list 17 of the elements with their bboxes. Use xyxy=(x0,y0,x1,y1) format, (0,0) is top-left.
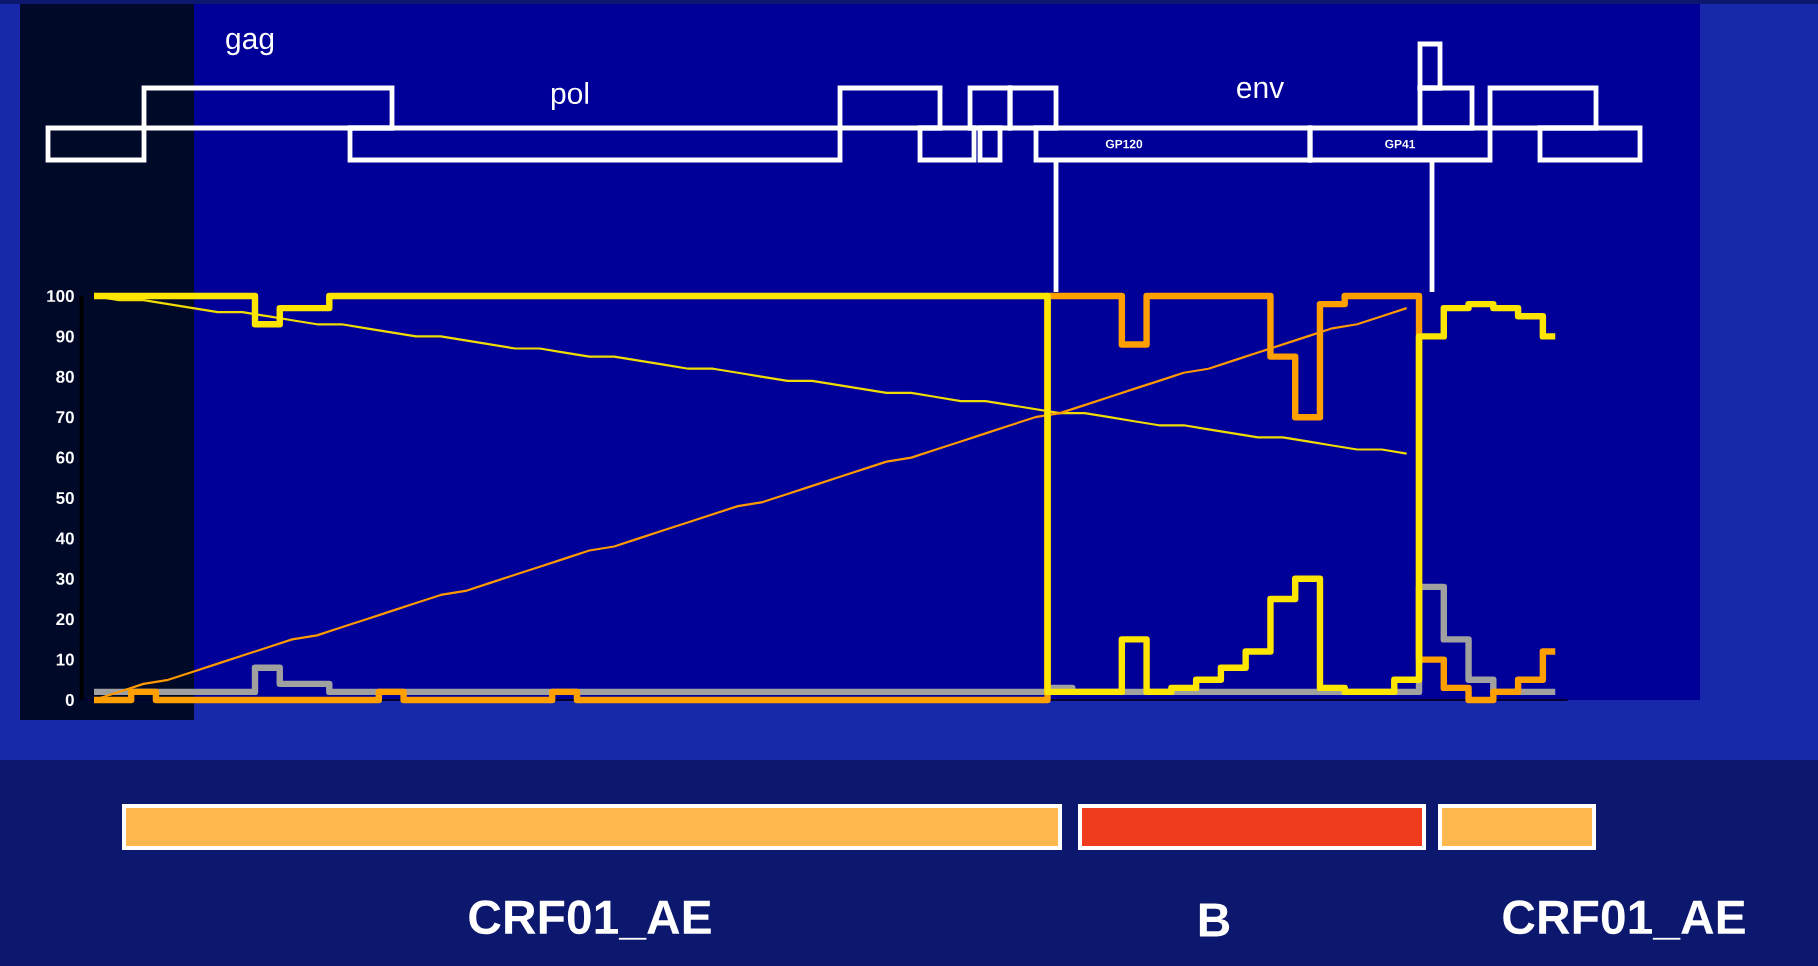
text: pol xyxy=(551,82,588,110)
text: env xyxy=(1237,81,1285,99)
y-tick-label: 30 xyxy=(56,572,74,585)
y-tick-label: 60 xyxy=(56,451,74,464)
text: CRF01_AE xyxy=(469,900,711,940)
y-tick-label: 80 xyxy=(56,370,74,383)
y-tick-label: 0 xyxy=(65,693,74,707)
y-tick-label: 10 xyxy=(56,653,74,666)
text: B xyxy=(1199,903,1230,937)
y-tick-label: 20 xyxy=(56,613,74,626)
y-tick-label: 70 xyxy=(56,411,74,424)
y-tick-label: 100 xyxy=(47,289,74,303)
y-tick-label: 90 xyxy=(56,330,74,343)
text: gag xyxy=(226,32,274,56)
y-tick-label: 50 xyxy=(56,491,74,505)
text: CRF01_AE xyxy=(1503,900,1745,940)
y-tick-label: 40 xyxy=(55,532,74,545)
